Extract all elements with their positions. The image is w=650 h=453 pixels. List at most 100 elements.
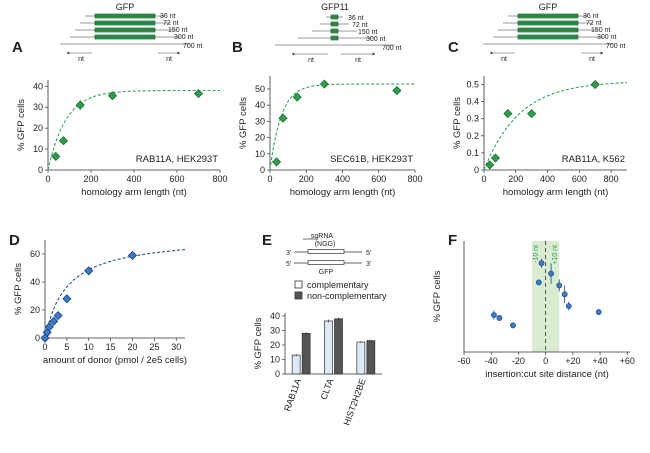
schematic-b-len-2: 72 nt xyxy=(352,22,368,29)
schematic-c-len-5: 700 nt xyxy=(606,43,626,50)
x-tick-label-a: 400 xyxy=(126,174,141,184)
schematic-e-top-box xyxy=(307,249,345,254)
schematic-c-title: GFP xyxy=(539,2,558,12)
data-point-b xyxy=(319,79,329,89)
y-axis-label-a: % GFP cells xyxy=(16,99,27,151)
x-tick-label-c: 400 xyxy=(540,174,555,184)
data-point-c xyxy=(485,160,495,170)
chart-e: 0 10 20 30 40 % GFP cells E RAB11A CLTA HIST2H2BE… xyxy=(253,232,387,427)
legend-swatch-e xyxy=(294,280,303,289)
schematic-b-len-3: 150 nt xyxy=(358,29,378,36)
chart-b: 0 200 400 600 800 0 10 20 30 40 50 homology arm len… xyxy=(232,39,423,198)
schematic-a-len-2: 72 nt xyxy=(163,20,179,27)
data-point-c xyxy=(490,153,501,163)
y-tick-label-a: 0 xyxy=(38,165,43,175)
y-tick-label-c: 0 xyxy=(474,165,479,175)
schematic-a-len-5: 700 nt xyxy=(183,43,203,50)
schematic-c-len-1: 36 nt xyxy=(583,13,599,20)
x-tick-label-a: 0 xyxy=(45,174,50,184)
chart-a: 0 200 400 600 800 0 10 20 30 40 homology arm lengt… xyxy=(12,39,228,198)
schematic-c-len-2: 72 nt xyxy=(586,20,602,27)
x-tick-label-d: 30 xyxy=(171,342,181,352)
schematic-b-bars xyxy=(275,14,395,56)
schematic-c-arm-right: nt xyxy=(589,56,595,63)
data-point-d xyxy=(49,316,59,326)
x-tick-label-d: 15 xyxy=(106,342,116,352)
bar-non-complementary xyxy=(301,332,311,375)
data-point-b xyxy=(271,157,282,167)
schematic-e-bot-box xyxy=(307,260,345,265)
legend-label-e: complementary xyxy=(307,280,369,290)
schematic-c-arm-left: nt xyxy=(501,56,507,63)
chart-f: -60 -40 -20 0 +20 +40 +60 insertion:cut site di… xyxy=(432,232,635,380)
x-tick-label-a: 600 xyxy=(169,174,184,184)
bar-non-complementary xyxy=(366,340,376,375)
schematic-e-gfp: GFP xyxy=(319,269,334,276)
x-tick-label-c: 600 xyxy=(572,174,587,184)
chart-d: 0 5 10 15 20 25 30 0 20 40 60 amount of donor (pmol… xyxy=(9,232,187,366)
y-axis-label-f: % GFP cells xyxy=(432,270,443,322)
data-point-c xyxy=(527,109,537,119)
x-axis-label-b: homology arm length (nt) xyxy=(290,187,396,198)
legend-label-e: non-complementary xyxy=(307,291,387,301)
data-point-d xyxy=(62,294,72,304)
schematic-e-5prime-bot: 5' xyxy=(286,261,291,268)
x-axis-label-a: homology arm length (nt) xyxy=(81,187,187,198)
x-tick-label-f: +20 xyxy=(565,356,580,366)
data-point-d xyxy=(84,266,94,276)
category-label-e: RAB11A xyxy=(282,377,303,412)
fit-curve-d xyxy=(44,249,186,339)
schematic-a-len-4: 300 nt xyxy=(174,34,194,41)
y-tick-label-d: 0 xyxy=(35,333,40,343)
schematic-a-arm-right: nt xyxy=(166,56,172,63)
annotation-b: SEC61B, HEK293T xyxy=(330,154,413,165)
data-point-c xyxy=(590,79,600,90)
x-tick-label-d: 5 xyxy=(64,342,69,352)
y-tick-label-c: 0.3 xyxy=(466,114,479,124)
schematic-b-len-4: 300 nt xyxy=(366,36,386,43)
data-point-f xyxy=(510,322,516,329)
y-tick-label-e: 40 xyxy=(270,311,280,321)
x-tick-label-b: 400 xyxy=(335,174,350,184)
schematic-e: sgRNA (NGG) 3' 5' 5' 3' GFP xyxy=(286,233,371,276)
y-axis-label-b: % GFP cells xyxy=(238,97,249,149)
annotation-a: RAB11A, HEK293T xyxy=(136,154,218,165)
y-axis-label-d: % GFP cells xyxy=(13,263,24,315)
y-tick-label-d: 40 xyxy=(30,277,40,287)
data-point-a xyxy=(51,151,61,161)
y-tick-label-e: 30 xyxy=(270,325,280,335)
y-tick-label-b: 0 xyxy=(260,165,265,175)
x-tick-label-c: 800 xyxy=(604,174,619,184)
schematic-e-3prime-bot: 3' xyxy=(366,261,371,268)
schematic-e-5prime-top: 5' xyxy=(366,250,371,257)
y-tick-label-b: 30 xyxy=(255,116,265,126)
data-point-f xyxy=(548,270,554,277)
x-tick-label-a: 800 xyxy=(212,174,227,184)
data-point-c xyxy=(503,109,513,119)
x-tick-label-f: 0 xyxy=(543,356,548,366)
panel-label-c: C xyxy=(448,39,459,56)
x-tick-label-d: 20 xyxy=(127,342,137,352)
y-axis-label-e: % GFP cells xyxy=(253,317,264,369)
schematic-e-sgrna: sgRNA xyxy=(311,233,334,240)
x-tick-label-b: 0 xyxy=(267,174,272,184)
x-tick-label-b: 800 xyxy=(407,174,422,184)
data-point-a xyxy=(58,136,69,146)
data-point-f xyxy=(538,260,545,267)
x-tick-label-f: -20 xyxy=(512,356,525,366)
schematic-c: GFP 36 nt 72 nt 150 nt 300 nt 700 nt nt … xyxy=(483,2,626,63)
y-tick-label-b: 40 xyxy=(255,100,265,110)
y-tick-label-e: 20 xyxy=(270,340,280,350)
data-point-f xyxy=(595,309,602,315)
data-point-b xyxy=(278,113,288,123)
x-tick-label-f: -60 xyxy=(457,356,470,366)
x-tick-label-d: 25 xyxy=(149,342,159,352)
x-axis-label-f: insertion:cut site distance (nt) xyxy=(485,369,609,380)
x-tick-label-b: 600 xyxy=(371,174,386,184)
data-point-a xyxy=(193,89,204,99)
y-tick-label-e: 10 xyxy=(270,354,280,364)
y-tick-label-b: 20 xyxy=(255,133,265,143)
schematic-b-arm-right: nt xyxy=(355,57,361,64)
